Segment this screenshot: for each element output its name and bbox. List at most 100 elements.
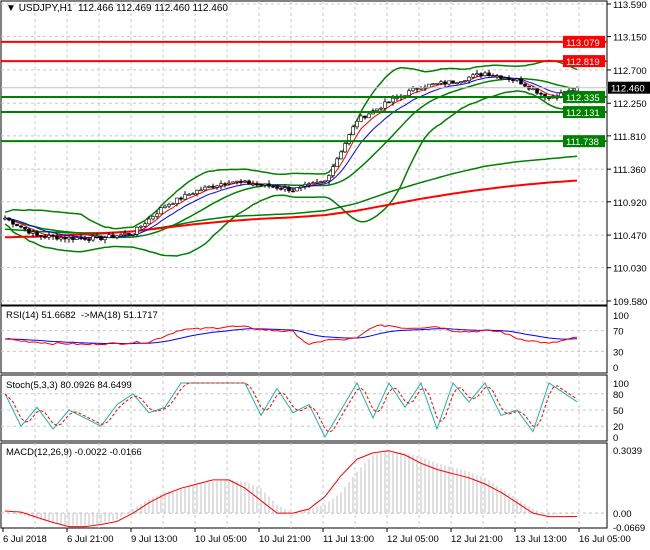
candle bbox=[255, 183, 259, 186]
candle bbox=[435, 82, 439, 85]
candle bbox=[239, 180, 243, 183]
candle bbox=[15, 223, 19, 227]
y-tick-label: 111.810 bbox=[613, 132, 646, 143]
candle bbox=[47, 235, 51, 238]
candle bbox=[79, 237, 83, 240]
candle bbox=[443, 81, 447, 85]
candle bbox=[19, 225, 23, 228]
candle bbox=[343, 143, 347, 153]
y-tick-label: 30 bbox=[613, 347, 624, 358]
candle bbox=[247, 180, 251, 185]
candle bbox=[159, 207, 163, 215]
candle bbox=[171, 203, 175, 205]
candle bbox=[35, 231, 39, 236]
candle bbox=[295, 187, 299, 192]
candle bbox=[299, 185, 303, 188]
candle bbox=[475, 73, 479, 76]
candle bbox=[379, 107, 383, 110]
bollinger-lower bbox=[4, 90, 578, 257]
level-badge bbox=[563, 135, 605, 148]
chart-header: ▼ USDJPY,H1 112.466 112.469 112.460 112.… bbox=[6, 3, 228, 14]
candle bbox=[199, 189, 203, 192]
y-tick-label: 100 bbox=[613, 311, 629, 322]
candle bbox=[367, 113, 371, 119]
candle bbox=[187, 194, 191, 196]
candle bbox=[131, 234, 135, 236]
y-tick-label: 113.150 bbox=[613, 33, 647, 44]
y-tick-label: 0.3039 bbox=[613, 446, 642, 457]
candle bbox=[31, 231, 35, 234]
x-tick-label: 9 Jul 13:00 bbox=[131, 534, 177, 545]
candle bbox=[191, 193, 195, 195]
candle bbox=[531, 88, 535, 90]
candle bbox=[471, 74, 475, 78]
x-tick-label: 16 Jul 05:00 bbox=[579, 534, 631, 545]
stoch-signal-line bbox=[4, 382, 578, 433]
level-label: 112.819 bbox=[566, 57, 600, 68]
stoch-label: Stoch(5,3,3) 80.0926 84.6499 bbox=[6, 380, 132, 391]
x-tick-label: 10 Jul 05:00 bbox=[195, 534, 247, 545]
x-tick-label: 11 Jul 13:00 bbox=[323, 534, 374, 545]
candle bbox=[223, 183, 227, 185]
candle bbox=[427, 83, 431, 88]
rsi-label: RSI(14) 51.6682 ->MA(18) 51.1717 bbox=[6, 310, 158, 321]
candle bbox=[107, 234, 111, 238]
candle bbox=[23, 226, 27, 230]
candle bbox=[439, 81, 443, 84]
candle bbox=[311, 182, 315, 185]
x-tick-label: 6 Jul 2018 bbox=[3, 534, 47, 545]
candle bbox=[483, 72, 487, 76]
candle bbox=[219, 183, 223, 187]
candle bbox=[491, 75, 495, 78]
candle bbox=[283, 187, 287, 190]
current-price-badge bbox=[608, 81, 650, 94]
candle bbox=[451, 80, 455, 84]
stoch-main-line bbox=[4, 381, 578, 439]
candle bbox=[91, 235, 95, 241]
x-tick-label: 12 Jul 05:00 bbox=[387, 534, 439, 545]
candle bbox=[407, 90, 411, 96]
level-label: 112.335 bbox=[566, 93, 600, 104]
candle bbox=[359, 115, 363, 122]
candle bbox=[323, 180, 327, 183]
candle bbox=[535, 88, 539, 94]
y-tick-label: 112.250 bbox=[613, 99, 647, 110]
panel-frame-1 bbox=[0, 305, 608, 374]
candle bbox=[51, 235, 55, 237]
candle bbox=[511, 79, 515, 81]
candle bbox=[351, 126, 355, 135]
x-tick-label: 10 Jul 21:00 bbox=[259, 534, 311, 545]
ma-red bbox=[4, 179, 578, 239]
symbol-label: USDJPY,H1 bbox=[18, 3, 73, 14]
candle bbox=[319, 181, 323, 183]
candle bbox=[243, 180, 247, 183]
candle bbox=[539, 92, 543, 95]
rsi-line bbox=[4, 324, 578, 346]
candle bbox=[503, 77, 507, 80]
y-tick-label: 100 bbox=[613, 379, 629, 390]
candle bbox=[375, 108, 379, 111]
candle bbox=[59, 237, 63, 240]
y-tick-label: 110.470 bbox=[613, 231, 647, 242]
x-tick-label: 13 Jul 13:00 bbox=[515, 534, 567, 545]
candle bbox=[179, 197, 183, 200]
candle bbox=[291, 190, 295, 193]
candle bbox=[267, 183, 271, 187]
y-tick-label: 20 bbox=[613, 422, 624, 433]
candle bbox=[127, 233, 131, 235]
candle bbox=[163, 205, 167, 208]
panel-frame-3 bbox=[0, 442, 608, 529]
candle bbox=[123, 233, 127, 235]
candle bbox=[331, 166, 335, 176]
candle bbox=[227, 182, 231, 185]
candle bbox=[519, 78, 523, 85]
candle bbox=[71, 236, 75, 240]
collapse-triangle-icon[interactable]: ▼ bbox=[6, 3, 19, 14]
candle bbox=[479, 73, 483, 76]
candle bbox=[303, 184, 307, 187]
candle bbox=[155, 213, 159, 217]
candle bbox=[487, 72, 491, 77]
y-tick-label: 80 bbox=[613, 390, 624, 401]
level-badge bbox=[563, 55, 605, 68]
